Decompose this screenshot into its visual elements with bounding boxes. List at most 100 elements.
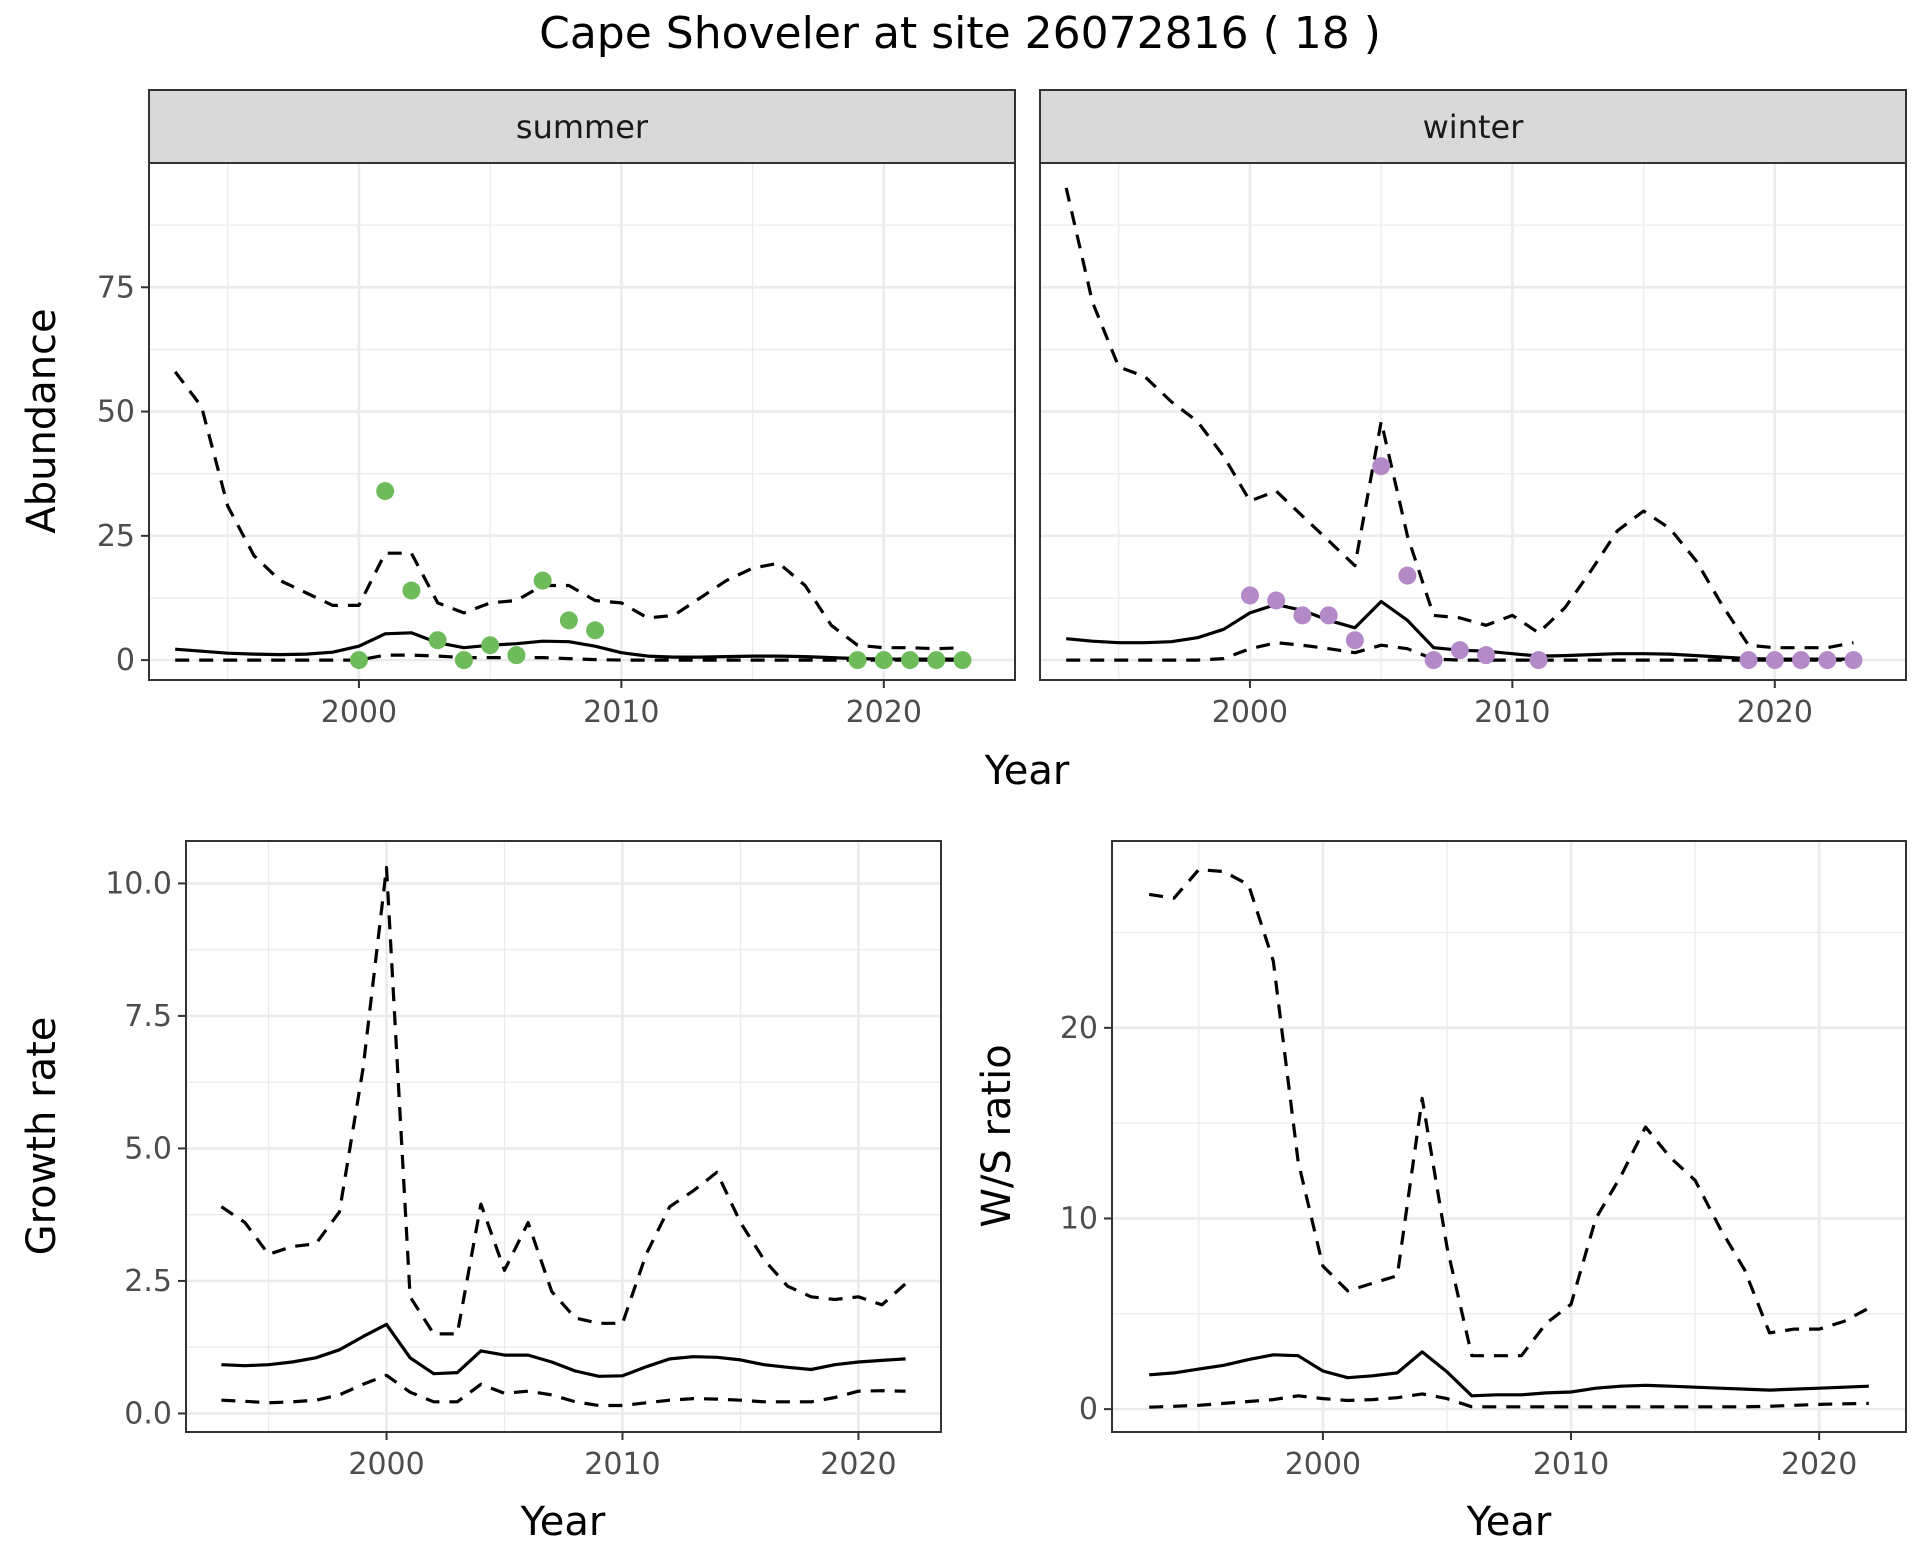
ws-y-ticks: 0 10 20 (1060, 1011, 1112, 1427)
winter-count-point (1398, 566, 1417, 585)
winter-lower-ci-line (1066, 641, 1854, 662)
y-tick-label: 50 (97, 395, 135, 430)
y-tick-label: 5.0 (124, 1131, 172, 1166)
winter-count-point (1450, 641, 1469, 660)
ws-y-axis-title: W/S ratio (974, 1044, 1020, 1227)
summer-count-point (454, 651, 473, 670)
summer-count-point (402, 581, 421, 600)
ws-estimate-line (1149, 1350, 1869, 1398)
ws-x-ticks: 2000 2010 2020 (1285, 1432, 1857, 1482)
ws-ratio-panel: 0 10 20 2000 2010 2020 (1060, 840, 1907, 1482)
winter-upper-ci-line (1064, 187, 1854, 650)
growth-x-ticks: 2000 2010 2020 (348, 1432, 897, 1482)
summer-panel-background (149, 163, 1015, 680)
y-tick-label: 0.0 (124, 1396, 172, 1431)
growth-grid (186, 841, 941, 1432)
winter-count-point (1372, 457, 1391, 476)
summer-count-point (927, 651, 946, 670)
y-tick-label: 0 (116, 643, 135, 678)
winter-count-point (1267, 591, 1286, 610)
ws-panel-background (1112, 841, 1906, 1432)
growth-estimate-line (221, 1322, 906, 1378)
summer-grid (149, 163, 1015, 680)
summer-strip (148, 89, 1016, 164)
winter-count-point (1529, 651, 1548, 670)
winter-count-point (1424, 651, 1443, 670)
abundance-summer-panel: summer (148, 89, 1016, 681)
y-tick-label: 7.5 (124, 999, 172, 1034)
winter-count-point (1345, 631, 1364, 650)
chart-title: Cape Shoveler at site 26072816 ( 18 ) (539, 8, 1381, 59)
summer-count-point (874, 651, 893, 670)
y-tick-label: 75 (97, 270, 135, 305)
growth-upper-ci-line (220, 865, 907, 1336)
growth-marks (220, 865, 907, 1408)
winter-strip-label: winter (1423, 108, 1525, 146)
x-tick-label: 2000 (321, 695, 397, 730)
growth-rate-panel: 0.0 2.5 5.0 7.5 10.0 2000 2010 2020 (105, 840, 942, 1482)
summer-upper-ci-line (173, 370, 963, 651)
abundance-x-axis-title: Year (984, 748, 1070, 794)
x-tick-label: 2000 (348, 1447, 424, 1482)
x-tick-label: 2020 (1737, 695, 1813, 730)
summer-count-point (507, 646, 526, 665)
growth-y-ticks: 0.0 2.5 5.0 7.5 10.0 (105, 866, 186, 1431)
summer-count-point (376, 482, 395, 501)
summer-count-point (428, 631, 447, 650)
winter-count-point (1319, 606, 1338, 625)
ws-lower-ci-line (1149, 1392, 1869, 1409)
y-tick-label: 2.5 (124, 1264, 172, 1299)
summer-count-point (586, 621, 605, 640)
x-tick-label: 2000 (1285, 1447, 1361, 1482)
abundance-y-ticks: 0 25 50 75 (97, 270, 149, 678)
summer-estimate-line (175, 631, 963, 661)
ws-x-axis-title: Year (1466, 1499, 1552, 1545)
summer-count-point (901, 651, 920, 670)
y-tick-label: 10 (1060, 1201, 1098, 1236)
summer-count-point (349, 651, 368, 670)
abundance-winter-panel: winter (1039, 89, 1907, 681)
growth-panel-border (185, 840, 942, 1433)
x-tick-label: 2010 (1533, 1447, 1609, 1482)
y-tick-label: 20 (1060, 1011, 1098, 1046)
winter-count-point (1477, 646, 1496, 665)
winter-count-point (1293, 606, 1312, 625)
ws-panel-border (1111, 840, 1907, 1433)
x-tick-label: 2020 (846, 695, 922, 730)
summer-count-point (559, 611, 578, 630)
x-tick-label: 2020 (820, 1447, 896, 1482)
summer-lower-ci-line (175, 653, 963, 662)
winter-count-point (1844, 651, 1863, 670)
y-tick-label: 25 (97, 519, 135, 554)
winter-strip (1039, 89, 1907, 164)
winter-count-point (1792, 651, 1811, 670)
y-tick-label: 10.0 (105, 866, 172, 901)
winter-marks (1064, 187, 1863, 670)
growth-x-axis-title: Year (520, 1499, 606, 1545)
summer-count-point (953, 651, 972, 670)
growth-lower-ci-line (221, 1373, 906, 1408)
x-tick-label: 2000 (1212, 695, 1288, 730)
ws-marks (1148, 868, 1870, 1409)
summer-count-point (848, 651, 867, 670)
winter-panel-background (1040, 163, 1906, 680)
x-tick-label: 2010 (1474, 695, 1550, 730)
summer-count-point (481, 636, 500, 655)
y-tick-label: 0 (1079, 1392, 1098, 1427)
abundance-x-ticks: 2000 2010 2020 2000 2010 2020 (321, 680, 1813, 730)
winter-count-point (1818, 651, 1837, 670)
growth-y-axis-title: Growth rate (19, 1017, 65, 1256)
abundance-y-axis-title: Abundance (19, 308, 65, 533)
x-tick-label: 2020 (1781, 1447, 1857, 1482)
x-tick-label: 2010 (583, 695, 659, 730)
winter-count-point (1765, 651, 1784, 670)
ws-grid (1112, 841, 1906, 1432)
growth-panel-background (186, 841, 941, 1432)
summer-strip-label: summer (516, 108, 649, 146)
winter-count-point (1240, 586, 1259, 605)
winter-count-point (1739, 651, 1758, 670)
summer-marks (173, 370, 972, 670)
x-tick-label: 2010 (584, 1447, 660, 1482)
summer-count-point (533, 571, 552, 590)
